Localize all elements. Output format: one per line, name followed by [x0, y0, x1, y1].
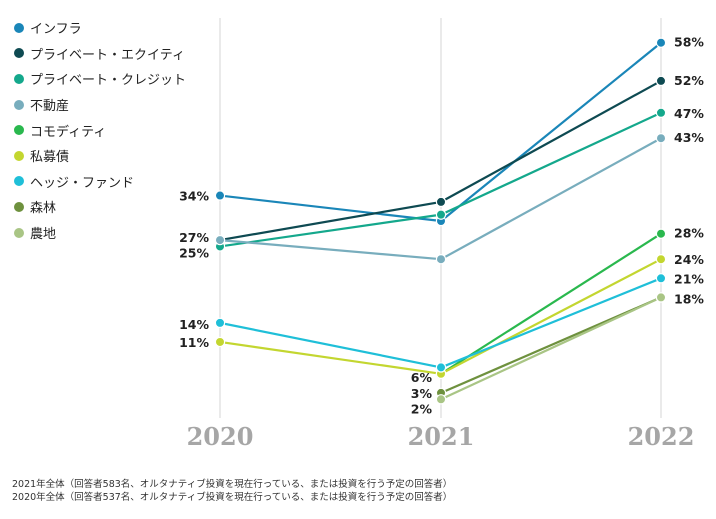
legend-item-2: プライベート・クレジット: [14, 66, 186, 92]
data-label-6-2022: 21%: [674, 271, 704, 286]
data-labels: 34% 58% 27% 52% 25% 47% 43% 6% 28% 11% 24% 14% 21% 3%…: [179, 35, 704, 417]
legend-marker-icon: [14, 125, 24, 136]
legend-item-0: インフラ: [14, 15, 186, 41]
legend-label: 農地: [30, 227, 57, 243]
point-6-2020: [214, 317, 226, 329]
point-3-2022: [655, 133, 667, 144]
data-label-5-2022: 24%: [674, 252, 704, 267]
point-2-2021: [435, 209, 447, 220]
legend-marker-icon: [14, 48, 24, 59]
data-label-0-2022: 58%: [674, 35, 704, 50]
x-tick-2020: 2020: [187, 422, 254, 451]
series-line-8: [440, 296, 662, 401]
legend-label: コモディティ: [30, 124, 107, 140]
legend-marker-icon: [14, 227, 24, 238]
point-1-2022: [655, 75, 667, 87]
point-6-2022: [655, 273, 667, 284]
data-label-0-2020: 34%: [179, 189, 209, 204]
x-tick-2021: 2021: [408, 422, 475, 451]
point-5-2020: [214, 336, 226, 348]
x-axis-tick-labels: 2020 2021 2022: [187, 422, 695, 451]
legend-item-6: ヘッジ・ファンド: [14, 169, 186, 195]
legend-label: 私募債: [30, 150, 70, 166]
data-label-7-2022: 18%: [674, 291, 704, 306]
data-label-4-2022: 28%: [674, 226, 704, 241]
legend-marker-icon: [14, 176, 24, 187]
legend-label: プライベート・クレジット: [30, 73, 187, 89]
series-line-4: [440, 232, 662, 375]
x-tick-2022: 2022: [628, 422, 695, 451]
data-label-5-2020: 11%: [179, 335, 209, 350]
data-label-1-2022: 52%: [674, 73, 704, 88]
data-label-1-2020: 27%: [179, 230, 209, 245]
legend-marker-icon: [14, 150, 24, 161]
legend-item-4: コモディティ: [14, 117, 186, 143]
point-3-2021: [435, 254, 447, 265]
legend: インフラプライベート・エクイティ プライベート・クレジット 不動産コモディティ 私募債…: [14, 15, 186, 245]
legend-marker-icon: [14, 73, 24, 84]
point-6-2021: [435, 362, 447, 373]
legend-item-1: プライベート・エクイティ: [14, 41, 186, 67]
point-0-2022: [655, 37, 667, 48]
legend-label: 森林: [30, 201, 57, 217]
data-label-6-2020: 14%: [179, 317, 209, 332]
point-1-2021: [435, 196, 447, 208]
point-3-2020: [214, 234, 226, 246]
legend-item-8: 農地: [14, 220, 186, 246]
legend-item-3: 不動産: [14, 92, 186, 118]
series-points: [214, 37, 667, 405]
legend-marker-icon: [14, 201, 24, 212]
data-label-8-2021: 2%: [411, 401, 433, 416]
legend-label: ヘッジ・ファンド: [30, 175, 135, 191]
point-0-2020: [214, 190, 226, 201]
legend-label: 不動産: [30, 99, 70, 115]
footnotes: 2021年全体（回答者583名、オルタナティブ投資を現在行っている、または投資を…: [12, 478, 452, 504]
point-4-2022: [655, 228, 667, 239]
legend-label: プライベート・エクイティ: [30, 47, 185, 63]
data-label-2-2020: 25%: [179, 245, 209, 260]
footnote-2020: 2020年全体（回答者537名、オルタナティブ投資を現在行っている、または投資を…: [12, 492, 453, 503]
footnote-2021: 2021年全体（回答者583名、オルタナティブ投資を現在行っている、または投資を…: [12, 479, 453, 490]
point-5-2022: [655, 254, 667, 265]
legend-marker-icon: [14, 99, 24, 110]
data-label-7-2021: 3%: [411, 386, 433, 401]
point-8-2022: [655, 292, 667, 303]
data-label-2-2022: 47%: [674, 106, 704, 121]
legend-item-5: 私募債: [14, 143, 186, 169]
data-label-3-2022: 43%: [674, 130, 704, 145]
point-2-2022: [655, 107, 667, 118]
legend-item-7: 森林: [14, 194, 186, 220]
point-8-2021: [435, 394, 447, 405]
data-label-4-2021: 6%: [411, 370, 433, 385]
legend-label: インフラ: [30, 22, 82, 38]
legend-marker-icon: [14, 22, 24, 33]
